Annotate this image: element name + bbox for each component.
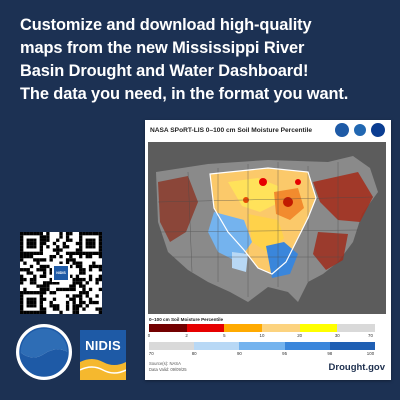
dry-swatch (186, 324, 225, 332)
wet-swatch (239, 342, 285, 350)
dry-swatch (337, 324, 376, 332)
nidis-logo-text: NIDIS (85, 338, 121, 353)
wet-tick: 95 (282, 351, 288, 356)
noaa-mini-logo (353, 123, 367, 137)
noaa-logo (16, 324, 72, 380)
qr-pattern (20, 232, 102, 314)
wet-tick: 80 (191, 351, 197, 356)
soil-moisture-map (148, 142, 386, 314)
nidis-mini-logo (335, 123, 349, 137)
wet-swatch (284, 342, 330, 350)
dry-ticks: 0 2 5 10 20 30 70 (147, 333, 375, 339)
dry-tick: 30 (334, 333, 340, 338)
dry-tick: 2 (185, 333, 188, 338)
drought-gov-link[interactable]: Drought.gov (328, 362, 385, 373)
headline: Customize and download high-quality maps… (20, 14, 392, 106)
date-label: Data Valid: 09/09/25 (149, 367, 187, 372)
headline-line-2: maps from the new Mississippi River (20, 39, 305, 57)
wet-ticks: 70 80 90 95 98 100 (149, 351, 375, 357)
dry-color-bar (149, 324, 376, 332)
dry-tick: 10 (259, 333, 265, 338)
map-title: NASA SPoRT-LIS 0–100 cm Soil Moisture Pe… (150, 127, 313, 134)
map-card: NASA SPoRT-LIS 0–100 cm Soil Moisture Pe… (145, 120, 391, 380)
source-label: Source(s): NASA (149, 361, 181, 366)
wet-tick: 70 (148, 351, 154, 356)
nidis-logo: NIDIS (80, 330, 126, 380)
qr-badge-label: NIDIS (54, 266, 68, 280)
dry-swatch (149, 324, 187, 332)
wet-swatch (329, 342, 376, 350)
dry-swatch (262, 324, 300, 332)
legend-title: 0–100 cm Soil Moisture Percentile (149, 317, 224, 322)
wet-tick: 90 (236, 351, 242, 356)
dry-tick: 5 (223, 333, 226, 338)
dry-tick: 70 (368, 333, 373, 338)
wet-color-bar (149, 342, 376, 350)
dry-swatch (299, 324, 338, 332)
wet-tick: 100 (366, 351, 375, 356)
dry-tick: 0 (147, 333, 151, 338)
wet-swatch (194, 342, 240, 350)
dry-tick: 20 (297, 333, 303, 338)
qr-badge: NIDIS (52, 264, 70, 282)
headline-line-1: Customize and download high-quality (20, 16, 312, 34)
headline-line-3: Basin Drought and Water Dashboard! (20, 62, 309, 80)
dry-swatch (224, 324, 263, 332)
source-info: Source(s): NASA Data Valid: 09/09/25 (149, 361, 187, 373)
headline-line-4: The data you need, in the format you wan… (20, 85, 349, 103)
wet-tick: 98 (327, 351, 333, 356)
wet-swatch (149, 342, 195, 350)
qr-code[interactable]: NIDIS (20, 232, 102, 314)
nasa-mini-logo (371, 123, 385, 137)
